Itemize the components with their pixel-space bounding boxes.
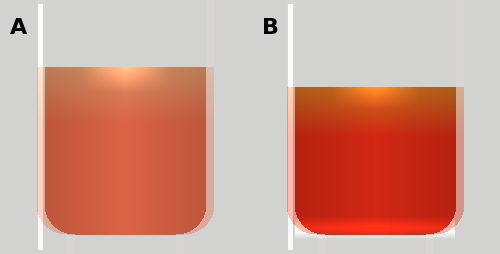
Text: B: B — [262, 18, 279, 38]
Text: A: A — [10, 18, 27, 38]
